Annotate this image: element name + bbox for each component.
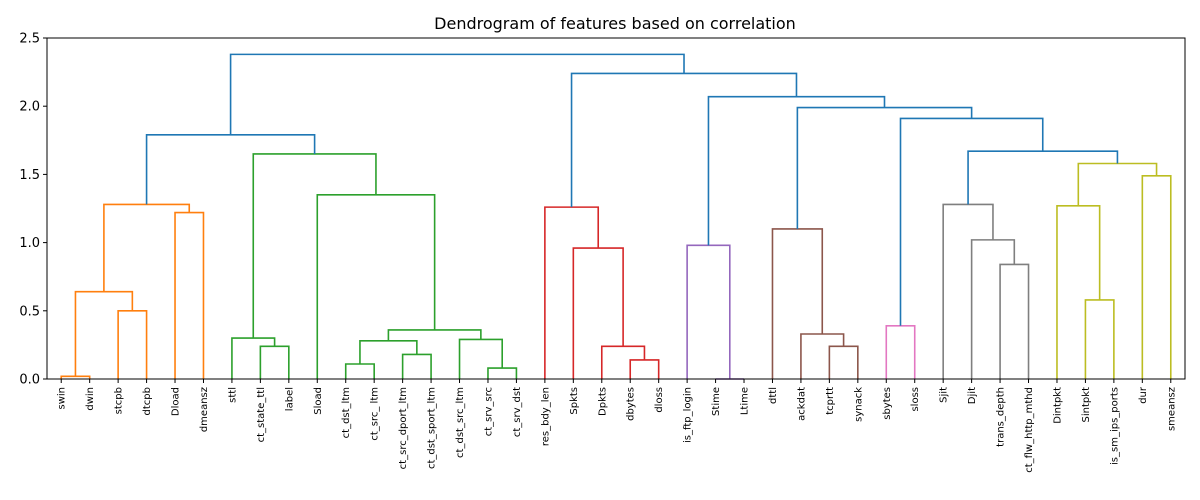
- leaf-label: dur: [1138, 386, 1149, 404]
- merge-link-28: [942, 203, 994, 379]
- leaf-label: Sload: [313, 387, 324, 415]
- merge-link-26: [999, 263, 1030, 379]
- leaf-label: Djit: [967, 387, 978, 404]
- leaf-label: dtcpb: [142, 387, 153, 415]
- merge-link-8: [401, 353, 432, 379]
- merge-link-3: [174, 211, 205, 379]
- dendrogram-links: [60, 53, 1172, 380]
- leaf-label: Dload: [171, 387, 182, 416]
- merge-link-4: [103, 203, 191, 292]
- leaf-label: dmeansz: [199, 387, 210, 432]
- merge-link-6: [231, 337, 276, 379]
- y-axis: 0.0 0.5 1.0 1.5 2.0 2.5: [19, 32, 47, 388]
- merge-link-1: [117, 310, 148, 379]
- leaf-label: Dintpkt: [1052, 387, 1063, 424]
- merge-link-5: [259, 345, 290, 379]
- merge-link-30: [1056, 204, 1101, 379]
- merge-link-7: [344, 363, 375, 379]
- merge-link-37: [570, 72, 798, 208]
- leaf-label: ct_flw_http_mthd: [1024, 387, 1035, 473]
- leaf-label: res_bdy_len: [540, 387, 551, 446]
- leaf-label: label: [284, 387, 295, 411]
- leaf-label: ct_state_ttl: [256, 387, 267, 442]
- merge-link-17: [600, 345, 646, 379]
- leaf-label: Sjit: [939, 387, 950, 403]
- leaf-label: Dpkts: [597, 387, 608, 416]
- leaf-label: ct_dst_src_ltm: [455, 387, 466, 458]
- leaf-label: ackdat: [796, 387, 807, 421]
- y-tick-label: 0.5: [19, 304, 40, 319]
- leaf-label: Spkts: [569, 387, 580, 415]
- leaf-label: ct_dst_ltm: [341, 387, 352, 438]
- leaf-label: is_sm_ips_ports: [1109, 387, 1120, 465]
- merge-link-18: [572, 247, 624, 379]
- leaf-label: is_ftp_login: [683, 387, 694, 443]
- merge-link-24: [771, 228, 824, 379]
- leaf-label: ct_src_ ltm: [370, 387, 381, 441]
- leaf-label: dbytes: [626, 387, 637, 421]
- leaf-label: trans_depth: [996, 387, 1007, 447]
- leaf-label: sbytes: [882, 387, 893, 420]
- leaf-label: ct_srv_src: [483, 387, 494, 436]
- merge-link-27: [970, 239, 1016, 379]
- leaf-label: tcprtt: [825, 387, 836, 415]
- merge-link-16: [629, 359, 660, 379]
- leaf-label: smeansz: [1166, 387, 1177, 431]
- y-tick-label: 1.0: [19, 236, 40, 251]
- y-tick-label: 1.5: [19, 168, 40, 183]
- chart-title: Dendrogram of features based on correlat…: [434, 14, 796, 33]
- leaf-label: sloss: [910, 387, 921, 412]
- leaf-label: ct_src_dport_ltm: [398, 387, 409, 469]
- x-axis: swin dwin stcpb dtcpb Dload dmeansz sttl ct_sta…: [57, 379, 1177, 473]
- merge-link-38: [229, 53, 685, 135]
- merge-link-19: [544, 206, 600, 379]
- merge-link-22: [828, 345, 859, 379]
- merge-link-33: [967, 150, 1119, 205]
- merge-link-14: [252, 153, 377, 339]
- merge-link-36: [707, 95, 886, 246]
- merge-link-10: [487, 367, 518, 379]
- leaf-label: dloss: [654, 387, 665, 413]
- leaf-label: swin: [57, 387, 68, 410]
- y-tick-label: 2.0: [19, 100, 40, 115]
- merge-link-23: [800, 333, 845, 379]
- merge-link-35: [796, 106, 973, 229]
- merge-link-15: [145, 134, 316, 205]
- leaf-label: sttl: [227, 387, 238, 403]
- merge-link-25: [885, 325, 916, 379]
- leaf-label: ct_srv_dst: [512, 387, 523, 437]
- leaf-label: Ltime: [740, 387, 751, 415]
- merge-link-32: [1077, 162, 1158, 206]
- leaf-label: synack: [853, 387, 864, 422]
- merge-link-2: [74, 290, 134, 377]
- merge-link-11: [458, 338, 503, 379]
- y-tick-label: 0.0: [19, 373, 40, 388]
- leaf-label: Stime: [711, 387, 722, 416]
- merge-link-29: [1084, 299, 1115, 379]
- merge-link-31: [1141, 174, 1172, 379]
- leaf-label: dwin: [85, 387, 96, 411]
- leaf-label: ct_dst_sport_ltm: [427, 387, 438, 469]
- plot-frame: [46, 37, 1186, 380]
- leaf-label: stcpb: [114, 387, 125, 414]
- merge-link-21: [686, 244, 731, 379]
- leaf-label: dttl: [768, 387, 779, 404]
- leaf-label: Sintpkt: [1081, 387, 1092, 423]
- y-tick-label: 2.5: [19, 32, 40, 47]
- merge-link-9: [359, 340, 418, 364]
